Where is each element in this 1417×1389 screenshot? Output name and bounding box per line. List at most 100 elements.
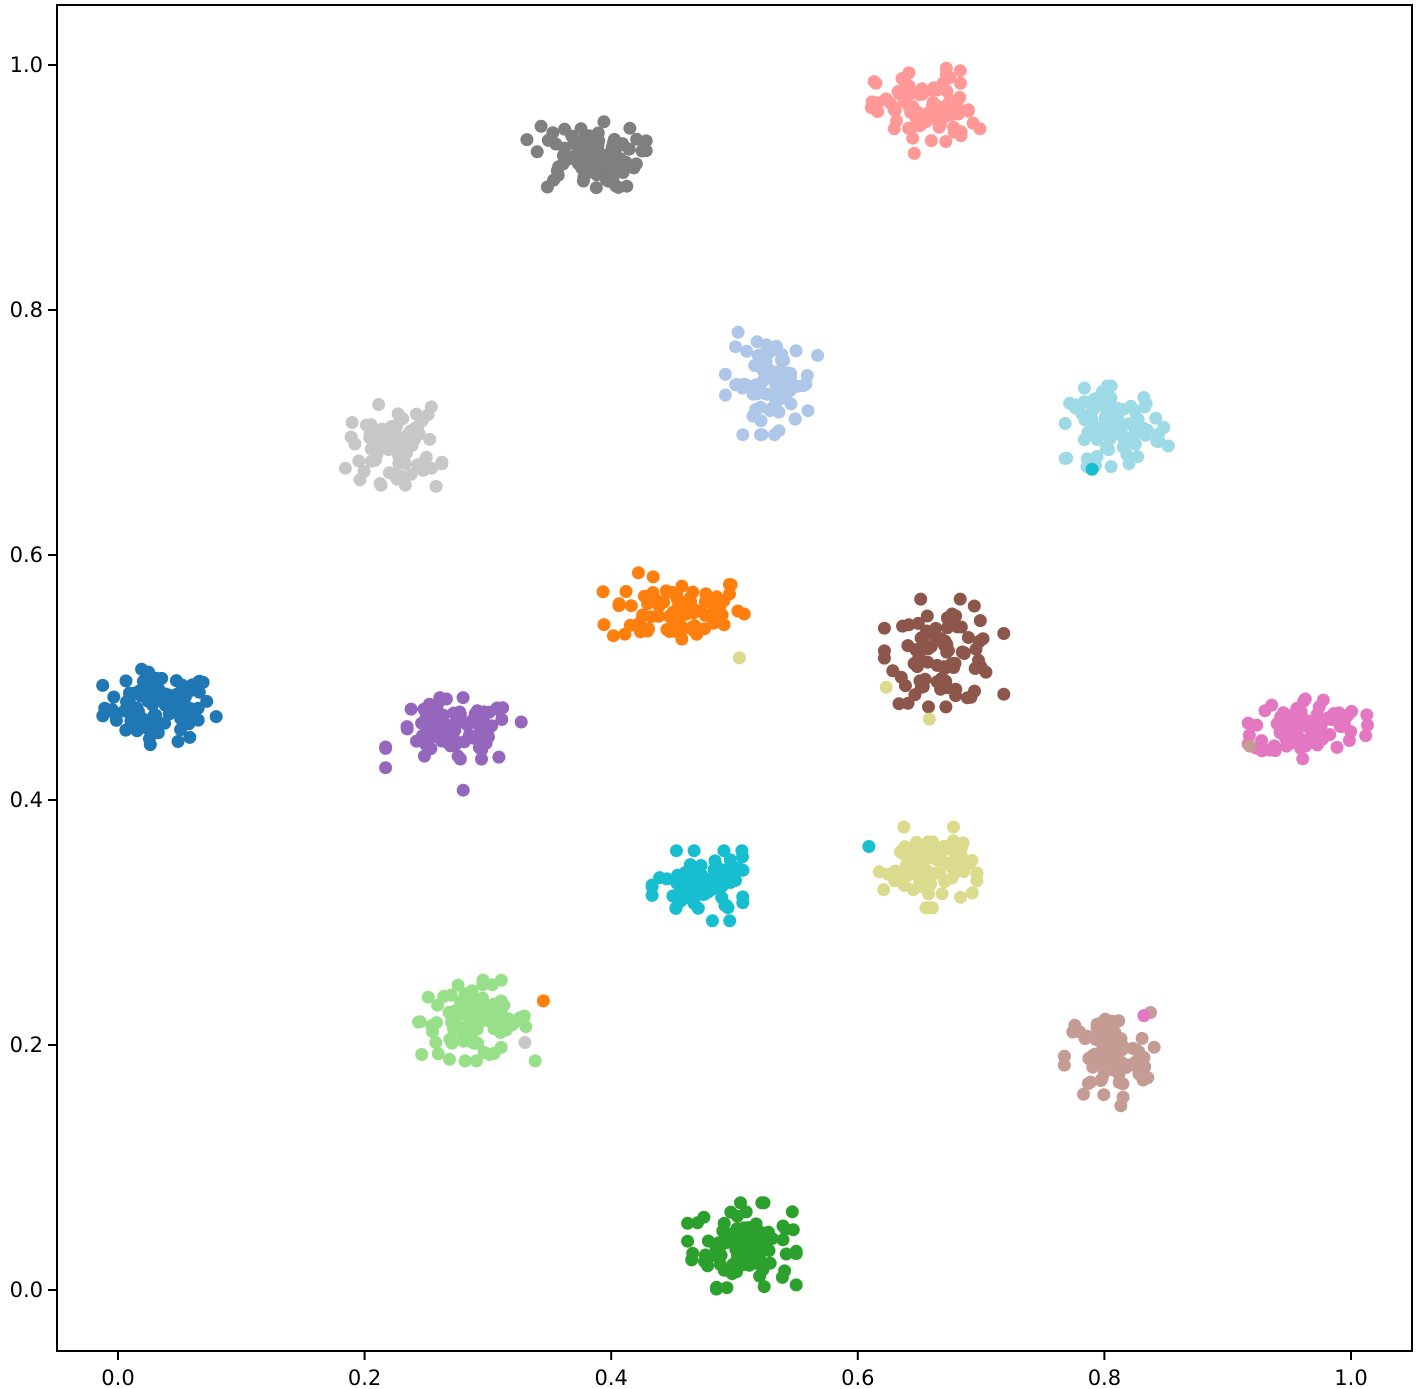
scatter-point xyxy=(957,646,971,660)
scatter-point xyxy=(954,890,968,904)
scatter-point xyxy=(1327,707,1341,721)
scatter-point xyxy=(476,978,490,992)
scatter-point xyxy=(779,1247,793,1261)
scatter-point xyxy=(942,95,956,109)
scatter-point xyxy=(681,1216,695,1230)
scatter-point xyxy=(558,122,572,136)
scatter-point xyxy=(720,871,734,884)
scatter-point xyxy=(400,446,414,460)
scatter-point xyxy=(105,703,119,716)
scatter-point xyxy=(458,987,472,1001)
scatter-point xyxy=(736,428,750,442)
scatter-point xyxy=(411,458,425,472)
scatter-point xyxy=(687,603,701,616)
scatter-point xyxy=(775,348,789,361)
scatter-point xyxy=(589,181,603,195)
scatter-point xyxy=(755,362,769,376)
scatter-point xyxy=(363,431,377,445)
scatter-point xyxy=(641,597,655,611)
scatter-point xyxy=(645,878,659,892)
scatter-point xyxy=(174,723,188,737)
scatter-point xyxy=(616,166,630,179)
scatter-point xyxy=(126,721,140,735)
scatter-point xyxy=(897,820,911,834)
scatter-point xyxy=(938,875,952,889)
scatter-point xyxy=(492,750,506,764)
scatter-point xyxy=(683,890,697,904)
scatter-point xyxy=(1361,718,1374,732)
scatter-point xyxy=(433,692,447,706)
scatter-point xyxy=(426,1025,440,1039)
scatter-point xyxy=(997,627,1011,640)
scatter-point xyxy=(1085,462,1099,476)
scatter-point xyxy=(1296,752,1310,766)
scatter-point xyxy=(415,1048,429,1061)
scatter-point xyxy=(743,1258,756,1272)
scatter-point xyxy=(710,609,724,623)
scatter-point xyxy=(1342,734,1356,747)
scatter-point xyxy=(788,412,802,426)
scatter-point xyxy=(574,122,588,136)
scatter-point xyxy=(159,687,173,701)
scatter-point xyxy=(713,1257,727,1271)
scatter-point xyxy=(927,867,941,881)
scatter-point xyxy=(534,119,548,133)
scatter-point xyxy=(489,1006,503,1020)
scatter-point xyxy=(375,441,389,455)
scatter-point xyxy=(896,847,910,861)
scatter-point xyxy=(921,852,935,865)
scatter-point xyxy=(606,629,620,643)
scatter-point xyxy=(1135,1031,1149,1045)
scatter-point xyxy=(1113,1062,1127,1076)
scatter-point xyxy=(429,1036,443,1049)
scatter-point xyxy=(922,887,936,901)
scatter-point xyxy=(757,1280,771,1294)
scatter-point xyxy=(736,850,749,864)
scatter-point xyxy=(109,713,123,727)
scatter-point xyxy=(627,161,641,175)
scatter-point xyxy=(646,586,660,600)
scatter-point xyxy=(443,1052,456,1066)
scatter-point xyxy=(404,702,418,716)
x-tick-label: 0.6 xyxy=(841,1366,874,1389)
scatter-point xyxy=(922,712,936,726)
scatter-point xyxy=(877,644,891,658)
scatter-point xyxy=(953,64,967,78)
scatter-point xyxy=(1085,404,1099,418)
scatter-point xyxy=(121,703,135,717)
scatter-point xyxy=(954,76,967,90)
scatter-point xyxy=(698,595,712,609)
scatter-point xyxy=(597,115,611,129)
scatter-point xyxy=(720,1281,734,1295)
scatter-point xyxy=(469,1054,483,1068)
scatter-point xyxy=(719,898,733,912)
scatter-point xyxy=(597,618,611,632)
scatter-point xyxy=(799,377,813,391)
scatter-point xyxy=(599,173,613,187)
scatter-point xyxy=(779,1222,792,1236)
scatter-point xyxy=(344,430,358,444)
scatter-point xyxy=(390,437,404,451)
scatter-point xyxy=(445,722,458,735)
scatter-point xyxy=(514,715,528,729)
scatter-point xyxy=(762,346,776,359)
scatter-point xyxy=(338,461,352,475)
scatter-point xyxy=(883,95,897,109)
scatter-point xyxy=(1103,410,1116,423)
scatter-point xyxy=(443,1032,457,1046)
scatter-point xyxy=(452,1004,466,1018)
scatter-point xyxy=(697,1210,711,1224)
scatter-point xyxy=(415,729,429,743)
scatter-point xyxy=(898,679,912,693)
scatter-point xyxy=(744,1224,758,1238)
scatter-point xyxy=(372,398,386,411)
scatter-point xyxy=(687,844,701,858)
scatter-point xyxy=(907,107,921,121)
scatter-point xyxy=(965,886,979,900)
scatter-point xyxy=(939,700,953,714)
scatter-point xyxy=(1085,413,1098,427)
scatter-point xyxy=(939,135,953,148)
scatter-point xyxy=(906,131,920,145)
scatter-point xyxy=(352,454,366,468)
